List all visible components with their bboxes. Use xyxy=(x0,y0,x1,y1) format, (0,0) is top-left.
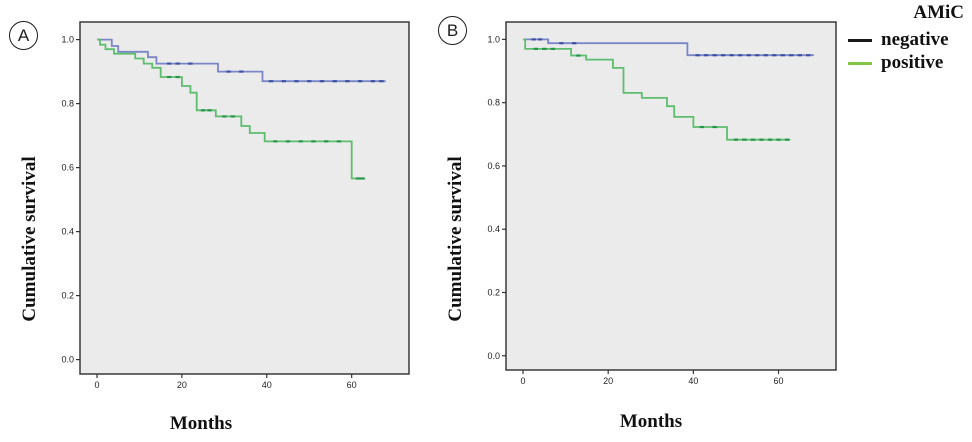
x-tick-label: 60 xyxy=(774,376,784,386)
y-tick-label: 0.0 xyxy=(61,355,74,365)
legend-item-positive: positive xyxy=(848,52,970,73)
legend: AMiC negative positive xyxy=(848,2,970,77)
y-tick-label: 0.8 xyxy=(487,98,500,108)
x-tick-label: 40 xyxy=(262,380,272,390)
x-tick-label: 60 xyxy=(347,380,357,390)
y-tick-label: 0.0 xyxy=(487,351,500,361)
x-tick-label: 40 xyxy=(688,376,698,386)
positive-line-swatch-icon xyxy=(848,61,872,65)
plot-area xyxy=(79,21,410,375)
legend-label-positive: positive xyxy=(881,52,944,73)
x-axis-title-b: Months xyxy=(619,411,683,432)
y-tick-label: 0.4 xyxy=(61,227,74,237)
km-curve-positive xyxy=(97,38,366,180)
km-curve-negative xyxy=(97,38,386,83)
x-tick-label: 0 xyxy=(521,376,526,386)
x-tick-label: 20 xyxy=(603,376,613,386)
legend-title: AMiC xyxy=(913,2,964,23)
y-tick-label: 1.0 xyxy=(61,35,74,45)
x-tick-label: 0 xyxy=(94,380,99,390)
y-axis-title-b: Cumulative survival xyxy=(445,156,466,322)
y-tick-label: 0.6 xyxy=(61,163,74,173)
plot-area xyxy=(505,21,837,371)
y-axis-title-a: Cumulative survival xyxy=(19,156,40,322)
y-tick-label: 1.0 xyxy=(487,34,500,44)
y-tick-label: 0.2 xyxy=(61,291,74,301)
legend-label-negative: negative xyxy=(881,29,949,50)
panel-b-chart: 0.0 0.2 0.4 0.6 0.8 1.0 0 20 40 60 xyxy=(487,21,837,386)
x-axis-title-a: Months xyxy=(169,413,233,434)
panel-label-a-text: A xyxy=(17,25,30,45)
legend-item-negative: negative xyxy=(848,29,970,50)
y-tick-label: 0.4 xyxy=(487,224,500,234)
x-tick-label: 20 xyxy=(177,380,187,390)
panel-a-chart: 0.0 0.2 0.4 0.6 0.8 1.0 0 20 40 60 xyxy=(61,21,410,390)
km-curve-negative xyxy=(523,38,814,57)
negative-line-swatch-icon xyxy=(848,38,872,42)
panel-label-b-text: B xyxy=(446,20,459,40)
y-tick-label: 0.6 xyxy=(487,161,500,171)
panel-label-a: A xyxy=(9,21,38,50)
panel-label-b: B xyxy=(438,16,467,45)
y-tick-label: 0.8 xyxy=(61,99,74,109)
y-tick-label: 0.2 xyxy=(487,287,500,297)
km-curve-positive xyxy=(523,38,791,141)
